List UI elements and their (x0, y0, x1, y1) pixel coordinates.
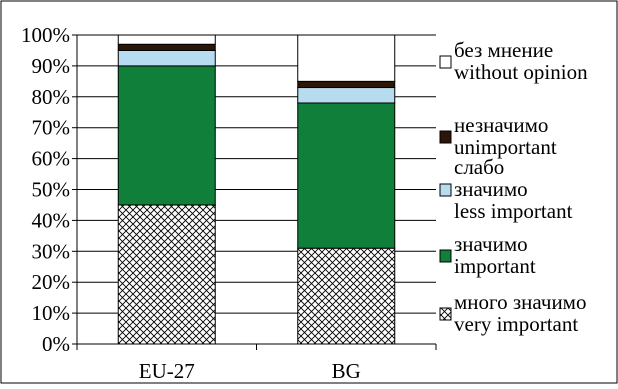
y-tick-label: 30% (32, 239, 71, 263)
bar-segment (297, 34, 396, 82)
legend-label: значимо important (454, 232, 536, 278)
bar-segment (117, 204, 216, 345)
y-tick-label: 50% (32, 178, 71, 202)
legend-label: без мнение without opinion (454, 38, 588, 84)
y-tick-label: 0% (42, 332, 70, 356)
legend-label: незначимо unimportant (454, 113, 557, 159)
y-tick-label: 60% (32, 147, 71, 171)
axes: 0% 10% 20% 30% 40% 50% 60% 70% 80% 90% 100% EU-27 BG (21, 23, 437, 383)
legend-swatch (439, 183, 452, 197)
bar-segment (117, 43, 216, 51)
y-tick-label: 70% (32, 116, 71, 140)
y-tick-label: 90% (32, 54, 71, 78)
legend-label: слабо значимо less important (454, 155, 573, 223)
y-tick-label: 100% (21, 23, 70, 47)
legend-swatch (439, 249, 452, 263)
bar-segment (117, 34, 216, 45)
bar-segment (117, 65, 216, 206)
y-tick-label: 20% (32, 270, 71, 294)
bar-segment (297, 80, 396, 89)
x-tick-label: BG (332, 359, 361, 383)
bar-segment (297, 87, 396, 104)
legend: без мнение without opinion незначимо unimpo… (439, 38, 588, 336)
bar-segment (297, 102, 396, 249)
y-tick-label: 10% (32, 301, 71, 325)
legend-swatch (439, 55, 452, 69)
bars (117, 34, 396, 345)
x-tick-label: EU-27 (139, 359, 195, 383)
bar-segment (117, 49, 216, 67)
legend-label: много значимо very important (454, 290, 586, 336)
y-tick-label: 80% (32, 85, 71, 109)
legend-swatch (439, 130, 452, 144)
bar-segment (297, 247, 396, 345)
y-tick-label: 40% (32, 208, 71, 232)
legend-swatch (439, 307, 452, 321)
